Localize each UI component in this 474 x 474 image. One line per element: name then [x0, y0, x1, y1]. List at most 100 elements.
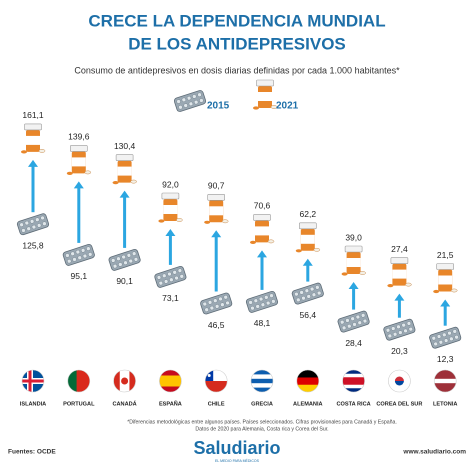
bottle-pill	[313, 247, 321, 252]
blister-pill	[163, 279, 169, 284]
bottle-label	[71, 157, 86, 167]
bottle-label	[438, 275, 453, 285]
pill-marker	[200, 292, 233, 315]
bottle-cap	[256, 79, 274, 87]
arrow	[257, 250, 267, 290]
arrow-head	[440, 299, 451, 307]
bottle-pill	[433, 289, 440, 294]
flag-leaf	[121, 377, 129, 385]
bottle-marker	[387, 257, 412, 288]
blister-pill	[264, 295, 269, 300]
flag-border	[433, 369, 457, 393]
arrow	[440, 299, 451, 326]
arrow	[211, 230, 222, 292]
arrow-head	[302, 258, 313, 266]
blister-pill	[81, 248, 86, 253]
blister	[337, 310, 370, 333]
blister-pill	[111, 258, 116, 263]
blister-pill	[207, 300, 213, 305]
x-tick-label: CHILE	[208, 401, 225, 407]
flag	[113, 370, 136, 392]
blister-pill	[156, 275, 162, 280]
blister-pill	[188, 101, 194, 106]
blister-pill	[444, 338, 449, 343]
arrow	[28, 159, 38, 213]
bottle-label	[300, 234, 315, 244]
blister-pill	[406, 321, 412, 326]
bottle-label	[392, 269, 407, 279]
bottle-pill	[253, 106, 259, 110]
blister-pill	[403, 328, 408, 333]
flag-stripe	[67, 370, 78, 392]
value-label: 90,7	[208, 181, 225, 191]
blister-pill	[197, 92, 202, 97]
flag-stripe	[342, 370, 365, 375]
blister-pill	[194, 100, 199, 105]
flag-stripe	[296, 377, 319, 386]
blister-pill	[310, 286, 315, 292]
flag-border	[21, 369, 45, 393]
blister	[62, 243, 95, 266]
blister	[245, 290, 279, 313]
bottle-pill	[112, 181, 119, 185]
chart-subtitle: Consumo de antidepresivos en dosis diari…	[74, 65, 400, 75]
flag-stripe	[434, 370, 457, 380]
footnote: *Diferencias metodológicas entre algunos…	[127, 419, 397, 425]
bottle-cap	[253, 214, 271, 221]
blister-pill	[35, 217, 40, 222]
value-label: 39,0	[345, 232, 362, 242]
blister-pill	[311, 292, 317, 297]
blister-pill	[70, 251, 75, 256]
blister-pill	[132, 251, 137, 256]
blister-pill	[65, 253, 70, 258]
blister-pill	[449, 336, 454, 341]
bottle-label	[26, 135, 40, 145]
bottle-cap	[161, 192, 180, 200]
bottle-pill	[450, 288, 458, 293]
blister-pill	[88, 252, 93, 257]
value-label: 28,4	[345, 338, 362, 348]
blister-pill	[26, 226, 31, 231]
blister-pill	[192, 94, 197, 99]
blister-pill	[253, 298, 258, 303]
blister	[200, 292, 233, 315]
chart-title: CRECE LA DEPENDENCIA MUNDIAL	[88, 11, 385, 30]
blister-pill	[179, 274, 184, 279]
blister-pill	[301, 296, 306, 301]
x-tick-label: CANADÁ	[112, 400, 136, 407]
flag-stripe	[296, 384, 319, 392]
arrow-head	[211, 230, 222, 238]
blister-pill	[299, 290, 304, 295]
bottle-cap	[298, 222, 317, 230]
flag-stripe	[251, 387, 273, 392]
bottle-pill	[66, 171, 73, 175]
bottle-marker	[112, 154, 137, 185]
value-label: 90,1	[116, 276, 133, 286]
blister-pill	[118, 262, 123, 267]
blister-pill	[223, 295, 228, 300]
blister	[383, 318, 416, 341]
blister-pill	[442, 332, 447, 337]
blister-pill	[225, 300, 230, 306]
flag	[22, 370, 44, 392]
blister-pill	[128, 258, 133, 264]
value-label: 95,1	[71, 271, 88, 281]
blister	[108, 248, 141, 271]
arrow	[348, 282, 359, 310]
bottle-label	[255, 226, 269, 236]
flag-stripe	[159, 370, 182, 376]
arrow-head	[28, 159, 38, 167]
blister-pill	[72, 257, 77, 262]
blister-pill	[345, 318, 350, 323]
blister-pill	[162, 273, 167, 278]
blister-pill	[250, 306, 255, 311]
bottle-marker	[204, 194, 229, 224]
flag-border	[250, 369, 274, 393]
arrow	[394, 293, 405, 318]
blister-pill	[40, 215, 45, 221]
blister-pill	[133, 257, 139, 262]
x-tick-label: COSTA RICA	[337, 401, 371, 407]
blister-pill	[209, 305, 214, 311]
bottle-label	[209, 206, 224, 216]
pill-marker	[245, 290, 279, 313]
